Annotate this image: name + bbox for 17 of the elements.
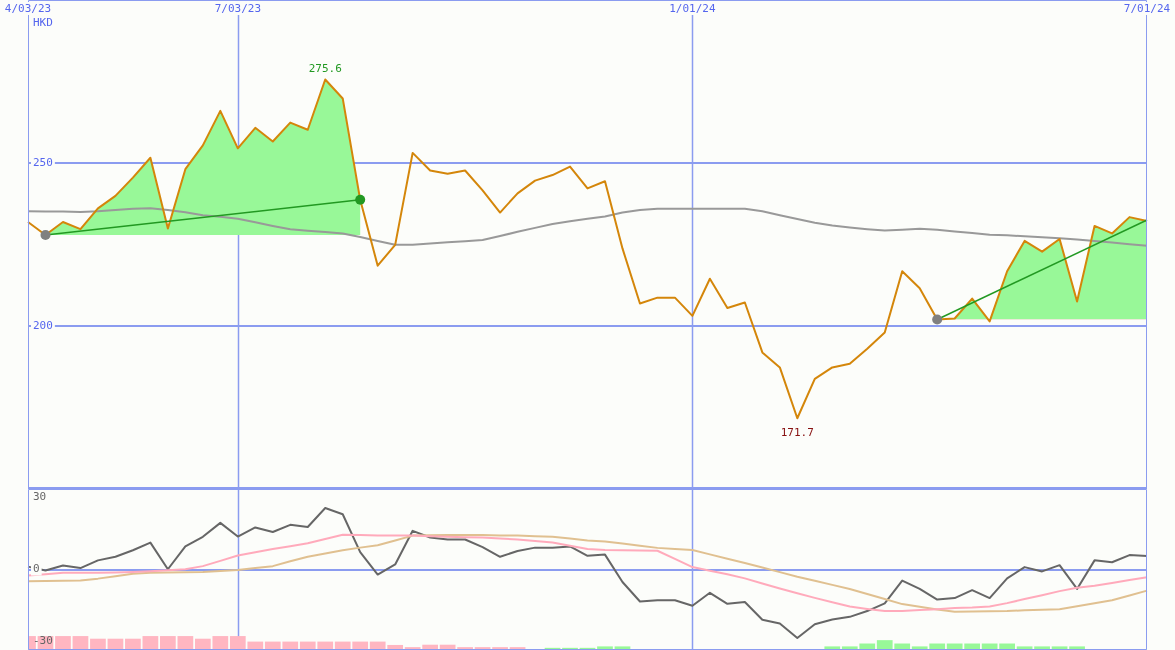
bar	[90, 638, 106, 650]
y-tick-label: -30	[33, 634, 53, 648]
y-tick-label: 0	[33, 562, 40, 576]
y-tick-label: 30	[33, 490, 47, 504]
annotation: 275.6	[308, 61, 342, 75]
bar	[125, 638, 141, 650]
y-tick-label: 250	[33, 155, 53, 169]
annotation: 171.7	[780, 426, 814, 440]
x-tick-label: 7/03/23	[214, 2, 261, 15]
point	[355, 194, 366, 205]
x-tick-label: 4/03/23	[4, 2, 52, 15]
y-axis-title: HKD	[33, 16, 53, 29]
bar	[55, 636, 71, 650]
x-tick-label: 1/01/24	[669, 2, 716, 15]
point	[932, 314, 943, 325]
y-tick-label: 200	[33, 318, 53, 332]
x-tick-label: 7/01/24	[1123, 2, 1171, 15]
